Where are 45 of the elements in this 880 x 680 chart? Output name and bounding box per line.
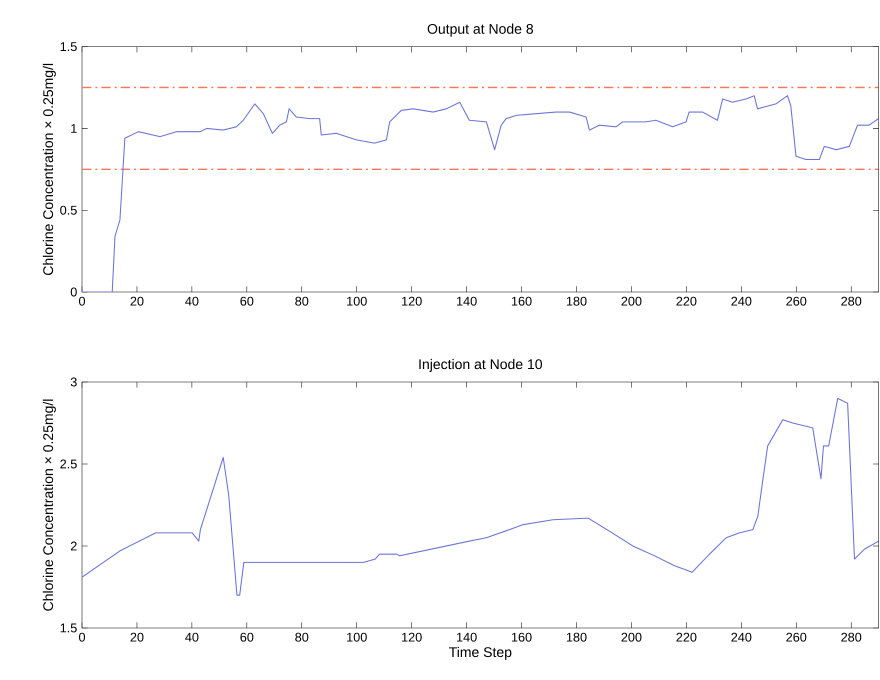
x-tick-label: 180: [566, 296, 587, 306]
x-tick-label: 100: [347, 296, 367, 306]
x-axis-title: Time Step: [449, 646, 512, 660]
chart-title: Injection at Node 10: [419, 358, 542, 372]
x-tick-label: 40: [185, 296, 198, 306]
x-tick-label: 60: [240, 632, 254, 642]
x-tick-label: 160: [512, 296, 532, 306]
x-tick-label: 180: [566, 632, 587, 642]
x-tick-label: 20: [130, 296, 144, 306]
x-tick-label: 80: [295, 632, 308, 642]
x-tick-label: 20: [130, 632, 144, 642]
x-tick-label: 200: [621, 632, 642, 642]
y-tick-label: 1.5: [60, 624, 77, 632]
x-tick-label: 280: [841, 632, 862, 642]
x-tick-label: 140: [457, 632, 477, 642]
x-tick-label: 140: [457, 296, 477, 306]
x-tick-label: 120: [402, 632, 422, 642]
x-tick-label: 0: [78, 632, 86, 642]
x-tick-label: 60: [240, 296, 254, 306]
x-tick-label: 220: [676, 632, 696, 642]
x-tick-label: 220: [676, 296, 696, 306]
x-tick-label: 160: [512, 632, 532, 642]
x-tick-label: 260: [786, 632, 806, 642]
y-tick-label: 2: [70, 542, 77, 550]
x-tick-label: 240: [731, 296, 752, 306]
x-tick-label: 120: [402, 296, 422, 306]
line-series: [82, 398, 879, 596]
x-tick-label: 0: [78, 296, 86, 306]
y-tick-label: 0.5: [60, 206, 77, 215]
y-tick-label: 0: [70, 288, 77, 296]
x-tick-label: 240: [731, 632, 752, 642]
y-axis-title: Chlorine Concentration × 0.25mg/l: [42, 400, 56, 611]
y-tick-label: 1.5: [60, 42, 77, 52]
x-tick-label: 100: [347, 632, 367, 642]
y-tick-label: 1: [71, 124, 77, 133]
x-tick-label: 80: [295, 296, 308, 306]
x-tick-label: 40: [185, 632, 198, 642]
line-series: [82, 95, 879, 292]
x-tick-label: 200: [621, 296, 642, 306]
y-tick-label: 3: [70, 378, 77, 386]
x-tick-label: 280: [841, 296, 862, 306]
y-axis-title: Chlorine Concentration × 0.25mg/l: [42, 64, 56, 276]
y-tick-label: 2.5: [60, 460, 77, 468]
x-tick-label: 260: [786, 296, 806, 306]
chart-title: Output at Node 8: [428, 24, 534, 37]
